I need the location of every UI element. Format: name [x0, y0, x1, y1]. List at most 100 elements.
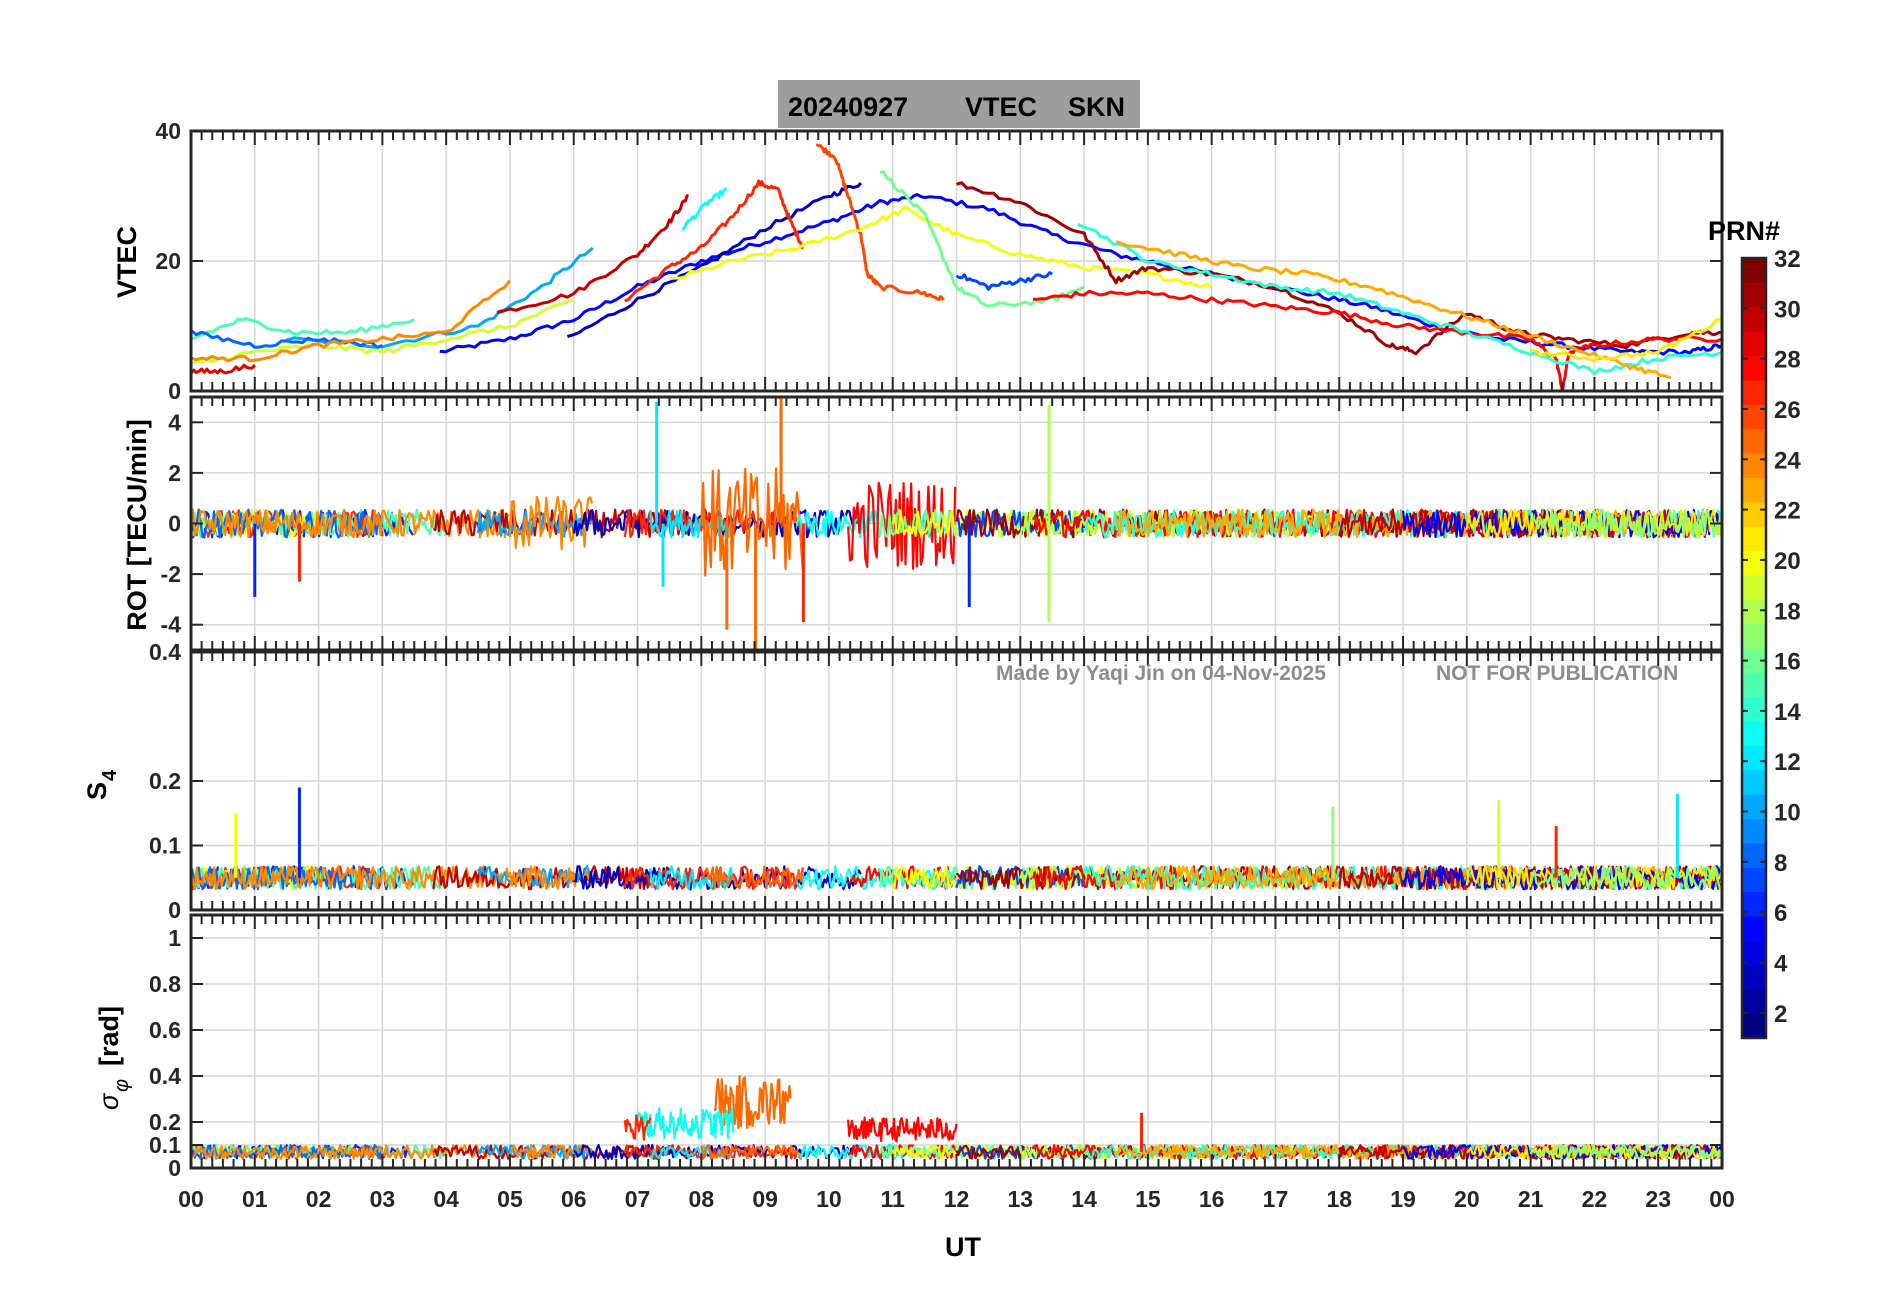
vtec-ytick-label: 20	[155, 248, 181, 274]
colorbar-tick-label: 26	[1774, 397, 1801, 424]
rot-ytick-label: 4	[168, 409, 181, 435]
vtec-series-prn30	[496, 194, 689, 314]
vtec-series-prn5	[439, 193, 1722, 356]
colorbar-segment	[1742, 477, 1766, 503]
colorbar-segment	[1742, 428, 1766, 454]
vtec-series-prn3	[566, 182, 862, 338]
colorbar-tick-label: 22	[1774, 498, 1801, 525]
colorbar-tick-label: 20	[1774, 548, 1801, 575]
colorbar-segment	[1742, 599, 1766, 625]
vtec-axis-title: VTEC	[112, 226, 142, 298]
x-tick-label: 10	[816, 1186, 842, 1212]
sigphi-burst-prn25	[713, 1075, 792, 1130]
s4-ytick-label: 0.4	[149, 639, 181, 665]
s4-ytick-label: 0.1	[149, 833, 181, 859]
s4-ytick-label: 0.2	[149, 768, 181, 794]
rot-series-prn25	[700, 467, 804, 577]
s4-series-prn7	[955, 865, 1084, 891]
colorbar-segment	[1742, 769, 1766, 795]
s4-axis-title: S 4	[82, 769, 121, 800]
vtec-ytick-label: 40	[155, 118, 181, 144]
vtec-series-prn20	[669, 205, 1213, 289]
colorbar-tick-label: 2	[1774, 1001, 1787, 1028]
s4-series-prn3	[573, 865, 862, 891]
colorbar-tick-label: 32	[1774, 246, 1801, 273]
x-tick-label: 05	[497, 1186, 523, 1212]
vtec-series-prn26	[815, 143, 945, 302]
s4-lines	[191, 787, 1722, 891]
x-tick-label: 08	[689, 1186, 715, 1212]
vtec-series-prn23	[1115, 240, 1672, 380]
sigphi-series-prn25	[700, 1144, 804, 1160]
colorbar-segment	[1742, 282, 1766, 308]
sigphi-axis-title-unit: [rad]	[94, 1006, 124, 1066]
sigphi-ytick-label: 0.4	[149, 1063, 181, 1089]
rot-ytick-label: 2	[168, 460, 181, 486]
x-tick-label: 06	[561, 1186, 587, 1212]
sigphi-ytick-label: 0.2	[149, 1109, 181, 1135]
x-tick-label: 16	[1199, 1186, 1225, 1212]
colorbar-tick-label: 28	[1774, 347, 1801, 374]
x-tick-label: 20	[1454, 1186, 1480, 1212]
s4-axis-title-main: S	[82, 782, 112, 800]
x-tick-label: 17	[1263, 1186, 1289, 1212]
x-tick-label: 15	[1135, 1186, 1161, 1212]
x-tick-label: 02	[306, 1186, 332, 1212]
colorbar-segment	[1742, 940, 1766, 966]
x-tick-label: 00	[1709, 1186, 1735, 1212]
colorbar-segment	[1742, 721, 1766, 746]
colorbar-segment	[1742, 843, 1766, 868]
sigphi-series-prn24	[191, 1144, 510, 1160]
colorbar-tick-label: 10	[1774, 800, 1801, 827]
colorbar-segment	[1742, 258, 1766, 283]
vtec-series-prn27	[624, 179, 804, 303]
sigphi-series-prn17	[1529, 1144, 1722, 1160]
rot-series-prn17	[1529, 508, 1722, 539]
title-background	[778, 80, 1140, 128]
vtec-series-prn15	[191, 317, 415, 341]
colorbar-segment	[1742, 306, 1766, 332]
colorbar-segment	[1742, 379, 1766, 405]
s4-series-prn30	[1338, 865, 1722, 891]
colorbar-tick-label: 24	[1774, 447, 1801, 474]
x-tick-label: 22	[1582, 1186, 1608, 1212]
colorbar-tick-label: 4	[1774, 951, 1788, 978]
colorbar-segment	[1742, 453, 1766, 478]
colorbar-segment	[1742, 501, 1766, 527]
sigphi-burst-prn28	[847, 1116, 958, 1143]
colorbar-segment	[1742, 1013, 1766, 1039]
sigphi-series-prn24	[508, 1144, 593, 1160]
s4-series-prn17	[1529, 865, 1722, 891]
x-tick-label: 21	[1518, 1186, 1544, 1212]
colorbar-segment	[1742, 696, 1766, 722]
colorbar-frame	[1740, 256, 1768, 1040]
x-tick-labels: 00 01 02 03 04 05 06 07 08 09 10 11 12 13 14 15 16 17 18 19…	[178, 1186, 1735, 1212]
x-tick-label: 19	[1390, 1186, 1416, 1212]
colorbar-segment	[1742, 574, 1766, 600]
sigphi-ytick-label: 0.1	[149, 1132, 181, 1158]
sigphi-burst-prn27	[623, 1114, 652, 1141]
colorbar-segment	[1742, 867, 1766, 893]
colorbar-title: PRN#	[1708, 216, 1780, 246]
title-box: 20240927 VTEC SKN	[778, 80, 1140, 128]
vtec-series-prn7	[955, 271, 1053, 291]
x-tick-label: 14	[1071, 1186, 1097, 1212]
vtec-lines	[191, 143, 1722, 391]
sigphi-ytick-label: 0	[168, 1155, 181, 1181]
s4-series-prn25	[700, 865, 804, 890]
vtec-series-prn21	[1530, 318, 1722, 363]
colorbar-tick-label: 16	[1774, 649, 1801, 676]
x-axis-title: UT	[945, 1232, 981, 1262]
sigphi-burst-prn13	[636, 1107, 735, 1140]
vtec-series-prn14	[1077, 222, 1722, 376]
colorbar-tick-label: 18	[1774, 598, 1801, 625]
sigphi-ytick-label: 0.6	[149, 1017, 181, 1043]
colorbar-segment	[1742, 331, 1766, 356]
vtec-series-prn13	[681, 187, 728, 231]
colorbar-segment	[1742, 623, 1766, 649]
colorbar-segment	[1742, 964, 1766, 990]
title-station: SKN	[1068, 92, 1125, 122]
rot-ytick-label: -2	[161, 561, 181, 587]
rot-series-prn18	[1019, 508, 1340, 539]
